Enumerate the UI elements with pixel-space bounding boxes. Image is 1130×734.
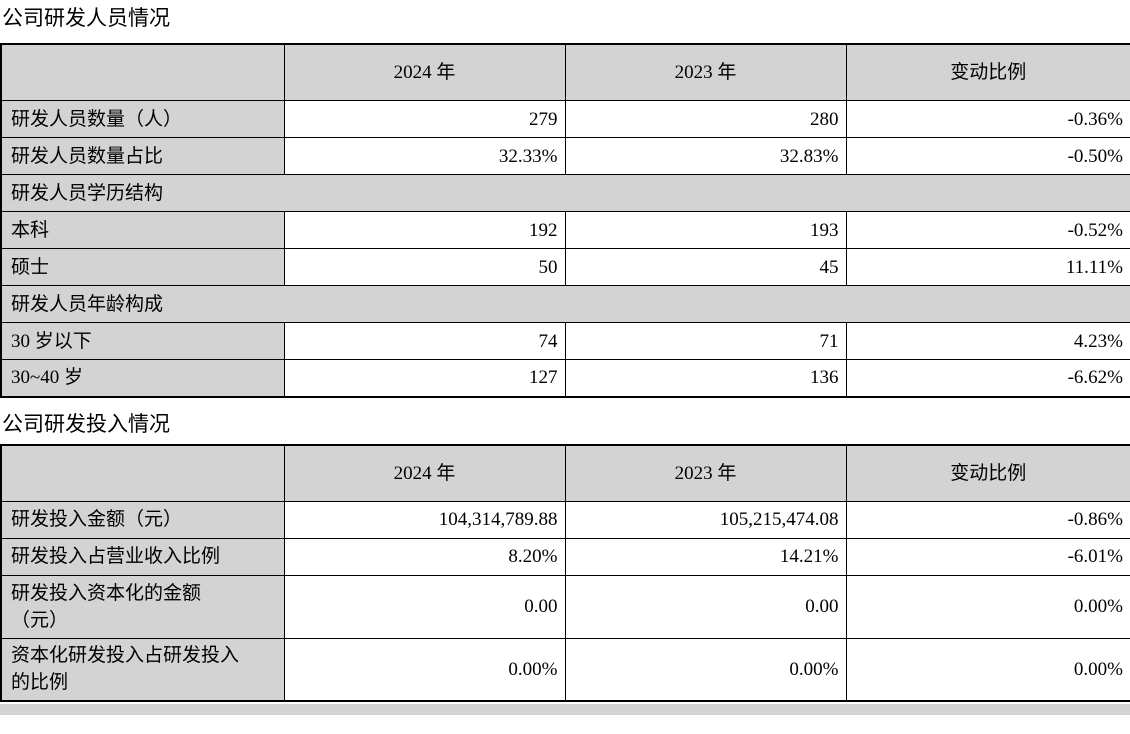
value-2024: 50 <box>283 248 566 286</box>
table-row-capitalized-ratio: 资本化研发投入占研发投入 的比例 0.00% 0.00% 0.00% <box>0 637 1130 702</box>
row-label: 研发投入金额（元） <box>0 500 285 539</box>
value-change: -0.52% <box>845 211 1130 249</box>
personnel-header-2024: 2024 年 <box>283 43 566 101</box>
value-change: 4.23% <box>845 322 1130 360</box>
row-label: 30 岁以下 <box>0 322 285 360</box>
table-row-rd-amount: 研发投入金额（元） 104,314,789.88 105,215,474.08 … <box>0 500 1130 539</box>
value-2023: 136 <box>564 359 847 397</box>
row-label: 硕士 <box>0 248 285 286</box>
value-2023: 71 <box>564 322 847 360</box>
investment-header-blank <box>0 444 285 502</box>
row-label: 研发人员数量（人） <box>0 100 285 138</box>
value-2023: 14.21% <box>564 537 847 576</box>
value-2024: 32.33% <box>283 137 566 175</box>
row-label: 本科 <box>0 211 285 249</box>
value-2023: 280 <box>564 100 847 138</box>
value-2023: 193 <box>564 211 847 249</box>
value-2024: 279 <box>283 100 566 138</box>
section-row-age: 研发人员年龄构成 <box>0 285 1130 323</box>
value-change: -6.62% <box>845 359 1130 397</box>
investment-header-change: 变动比例 <box>845 444 1130 502</box>
value-2023: 32.83% <box>564 137 847 175</box>
row-label: 研发投入资本化的金额 （元） <box>0 574 285 639</box>
personnel-table: 2024 年 2023 年 变动比例 研发人员数量（人） 279 280 -0.… <box>0 43 1130 398</box>
value-2024: 192 <box>283 211 566 249</box>
value-2024: 0.00% <box>283 637 566 702</box>
table-row-master: 硕士 50 45 11.11% <box>0 248 1130 286</box>
investment-table: 2024 年 2023 年 变动比例 研发投入金额（元） 104,314,789… <box>0 443 1130 702</box>
personnel-header-blank <box>0 43 285 101</box>
row-label: 研发人员数量占比 <box>0 137 285 175</box>
personnel-header-row: 2024 年 2023 年 变动比例 <box>0 43 1130 101</box>
value-change: -0.50% <box>845 137 1130 175</box>
investment-header-2024: 2024 年 <box>283 444 566 502</box>
table-row-personnel-ratio: 研发人员数量占比 32.33% 32.83% -0.50% <box>0 137 1130 175</box>
row-label: 30~40 岁 <box>0 359 285 397</box>
value-2024: 0.00 <box>283 574 566 639</box>
row-label: 研发投入占营业收入比例 <box>0 537 285 576</box>
value-2024: 74 <box>283 322 566 360</box>
value-2024: 8.20% <box>283 537 566 576</box>
cropped-next-row-strip <box>0 704 1130 715</box>
investment-header-2023: 2023 年 <box>564 444 847 502</box>
value-2023: 105,215,474.08 <box>564 500 847 539</box>
personnel-header-2023: 2023 年 <box>564 43 847 101</box>
section-title-personnel: 公司研发人员情况 <box>2 6 170 30</box>
section-row-label: 研发人员年龄构成 <box>0 285 1130 323</box>
table-row-rd-revenue-ratio: 研发投入占营业收入比例 8.20% 14.21% -6.01% <box>0 537 1130 576</box>
value-change: -0.36% <box>845 100 1130 138</box>
value-change: 0.00% <box>845 574 1130 639</box>
row-label: 资本化研发投入占研发投入 的比例 <box>0 637 285 702</box>
value-change: 0.00% <box>845 637 1130 702</box>
value-change: 11.11% <box>845 248 1130 286</box>
section-row-education: 研发人员学历结构 <box>0 174 1130 212</box>
value-change: -0.86% <box>845 500 1130 539</box>
value-2023: 0.00% <box>564 637 847 702</box>
section-row-label: 研发人员学历结构 <box>0 174 1130 212</box>
value-2023: 0.00 <box>564 574 847 639</box>
table-row-under-30: 30 岁以下 74 71 4.23% <box>0 322 1130 360</box>
value-2024: 104,314,789.88 <box>283 500 566 539</box>
value-change: -6.01% <box>845 537 1130 576</box>
investment-header-row: 2024 年 2023 年 变动比例 <box>0 444 1130 502</box>
personnel-header-change: 变动比例 <box>845 43 1130 101</box>
table-row-30-40: 30~40 岁 127 136 -6.62% <box>0 359 1130 397</box>
value-2023: 45 <box>564 248 847 286</box>
table-row-personnel-count: 研发人员数量（人） 279 280 -0.36% <box>0 100 1130 138</box>
value-2024: 127 <box>283 359 566 397</box>
table-row-bachelor: 本科 192 193 -0.52% <box>0 211 1130 249</box>
table-row-capitalized-amount: 研发投入资本化的金额 （元） 0.00 0.00 0.00% <box>0 574 1130 639</box>
section-title-investment: 公司研发投入情况 <box>2 411 170 436</box>
